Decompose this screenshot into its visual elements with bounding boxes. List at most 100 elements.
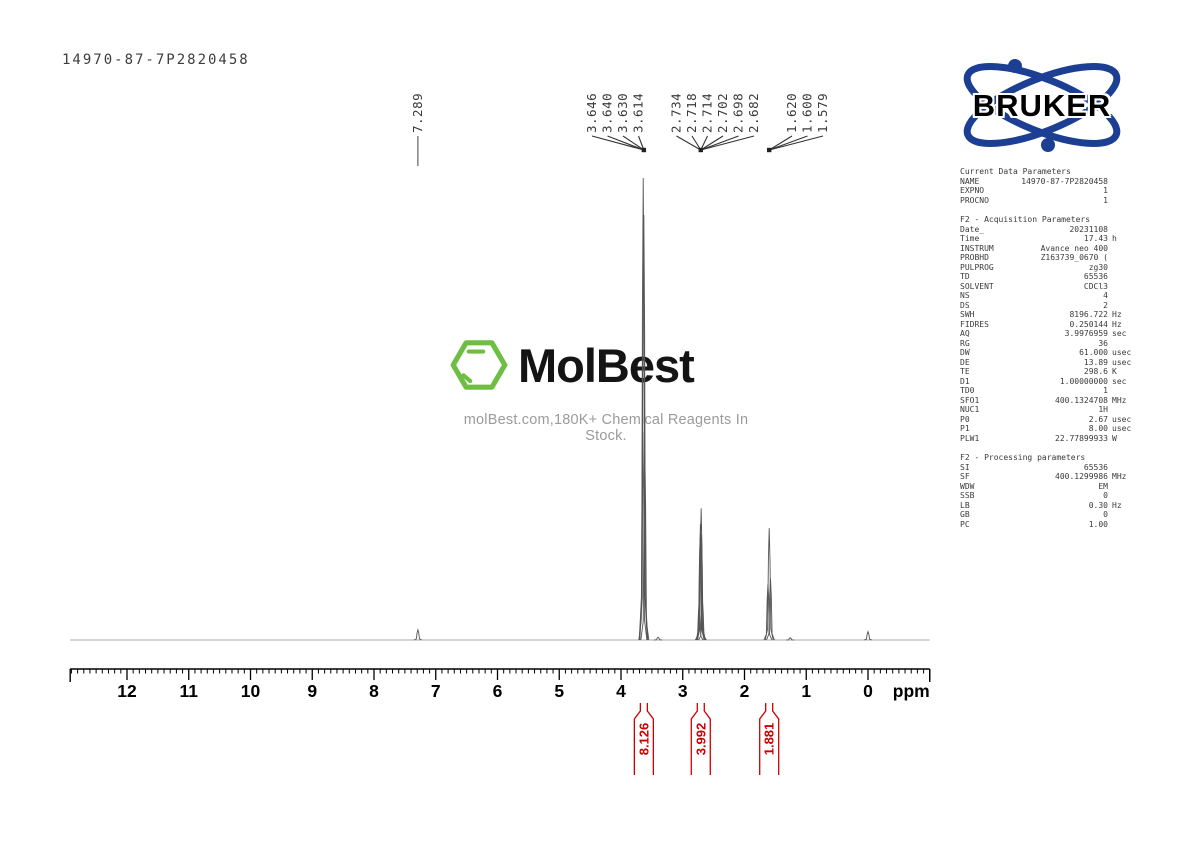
param-row: NUC1 1H <box>960 405 1136 415</box>
param-value: 1.00000000 <box>1059 376 1108 386</box>
param-unit <box>1108 253 1136 263</box>
param-value: 0 <box>1103 510 1108 519</box>
param-section-title: F2 - Acquisition Parameters <box>960 215 1091 224</box>
x-axis-tick-label: 5 <box>554 681 564 701</box>
param-value: 1 <box>1103 386 1108 395</box>
peak-label-tie <box>607 135 645 151</box>
param-row: SWH 8196.722 Hz <box>960 310 1136 320</box>
param-value: EM <box>1098 481 1108 491</box>
param-key: DE <box>960 357 970 367</box>
x-axis-tick-label: 12 <box>117 681 137 701</box>
nmr-peak <box>639 214 649 641</box>
param-row: DW 61.000 usec <box>960 348 1136 358</box>
param-row: Time 17.43 h <box>960 234 1136 244</box>
param-value: 22.77899933 <box>1055 433 1108 443</box>
param-row: GB 0 <box>960 510 1136 520</box>
param-value: 0 <box>1103 491 1108 500</box>
nmr-peak <box>413 628 423 641</box>
param-value: 4 <box>1103 291 1108 300</box>
param-unit <box>1108 386 1136 396</box>
x-axis-tick-label: 4 <box>616 681 626 701</box>
param-section-title: F2 - Processing parameters <box>960 453 1086 462</box>
param-row: FIDRES 0.250144 Hz <box>960 320 1136 330</box>
param-value: 13.89 <box>1083 357 1108 367</box>
nmr-peak <box>764 528 774 641</box>
param-unit <box>1108 272 1136 282</box>
param-row: EXPNO 1 <box>960 186 1136 196</box>
peak-label: 1.600 <box>800 93 815 133</box>
param-unit: usec <box>1112 357 1132 367</box>
peak-label: 7.289 <box>410 93 425 133</box>
peak-label-tie <box>591 135 644 151</box>
param-unit <box>1108 463 1136 473</box>
param-row: TE 298.6 K <box>960 367 1136 377</box>
peak-label: 1.579 <box>815 93 830 133</box>
param-unit: K <box>1112 367 1117 376</box>
sample-id: 14970-87-7P2820458 <box>62 52 250 68</box>
x-axis-tick-label: 2 <box>740 681 750 701</box>
param-unit: Hz <box>1112 319 1122 329</box>
param-key: NUC1 <box>960 405 980 414</box>
param-unit: sec <box>1112 376 1127 386</box>
param-section: F2 - Processing parameters SI 65536 SF 400.1… <box>960 453 1136 529</box>
param-section-title: Current Data Parameters <box>960 167 1071 176</box>
nmr-peak <box>863 630 873 641</box>
bruker-wordmark: BRUKER <box>972 88 1112 123</box>
x-axis-tick-label: 7 <box>431 681 441 701</box>
param-value: 65536 <box>1083 462 1108 472</box>
param-key: PROCNO <box>960 195 989 205</box>
param-unit <box>1108 482 1136 492</box>
param-row: SI 65536 <box>960 463 1136 473</box>
param-key: AQ <box>960 329 970 338</box>
integral-bracket <box>633 703 654 775</box>
integral-value: 3.992 <box>693 723 708 756</box>
molbest-watermark: MolBest molBest.com,180K+ Chemical Reage… <box>448 334 764 444</box>
peak-label: 3.640 <box>600 93 615 133</box>
nmr-peak <box>640 455 650 641</box>
param-key: GB <box>960 510 970 519</box>
param-unit <box>1108 405 1136 415</box>
tie-apex-dot <box>767 147 772 153</box>
param-row: LB 0.30 Hz <box>960 501 1136 511</box>
param-value: CDCl3 <box>1083 281 1108 291</box>
nmr-peak <box>766 578 775 641</box>
param-row: P1 8.00 usec <box>960 424 1136 434</box>
param-value: 298.6 <box>1083 367 1108 376</box>
x-axis-tick-label: 3 <box>678 681 688 701</box>
param-value: 61.000 <box>1079 348 1108 357</box>
param-unit: usec <box>1112 414 1132 424</box>
param-key: SF <box>960 472 970 481</box>
integral-bracket <box>690 703 711 775</box>
param-value: zg30 <box>1088 262 1108 272</box>
param-key: SOLVENT <box>960 281 994 291</box>
param-value: 1H <box>1098 405 1108 414</box>
param-value: 1 <box>1103 195 1108 205</box>
param-value: 8.00 <box>1088 424 1108 433</box>
param-value: 1 <box>1103 186 1108 195</box>
param-row: NS 4 <box>960 291 1136 301</box>
molbest-tagline: molBest.com,180K+ Chemical Reagents In S… <box>463 412 749 444</box>
x-axis-tick-label: 10 <box>241 681 261 701</box>
param-key: NS <box>960 291 970 300</box>
peak-label-tie <box>768 135 793 151</box>
param-key: EXPNO <box>960 186 985 195</box>
param-unit: Hz <box>1112 310 1122 319</box>
param-row: NAME 14970-87-7P2820458 <box>960 177 1136 187</box>
peak-label: 3.630 <box>615 93 630 133</box>
parameter-panel: Current Data Parameters NAME 14970-87-7P28… <box>960 167 1136 539</box>
param-row: INSTRUM Avance neo 400 <box>960 244 1136 254</box>
param-value: 65536 <box>1083 272 1108 281</box>
param-unit <box>1108 244 1136 254</box>
param-row: D1 1.00000000 sec <box>960 377 1136 387</box>
molbest-brand: MolBest <box>518 338 695 392</box>
param-unit <box>1108 282 1136 292</box>
param-section: Current Data Parameters NAME 14970-87-7P28… <box>960 167 1136 205</box>
param-unit <box>1108 510 1136 520</box>
param-unit: W <box>1112 433 1117 443</box>
integral-value: 8.126 <box>636 723 651 756</box>
x-axis-tick-label: 1 <box>801 681 811 701</box>
param-row: SOLVENT CDCl3 <box>960 282 1136 292</box>
param-unit: sec <box>1112 329 1127 338</box>
peak-label: 3.646 <box>584 93 599 133</box>
